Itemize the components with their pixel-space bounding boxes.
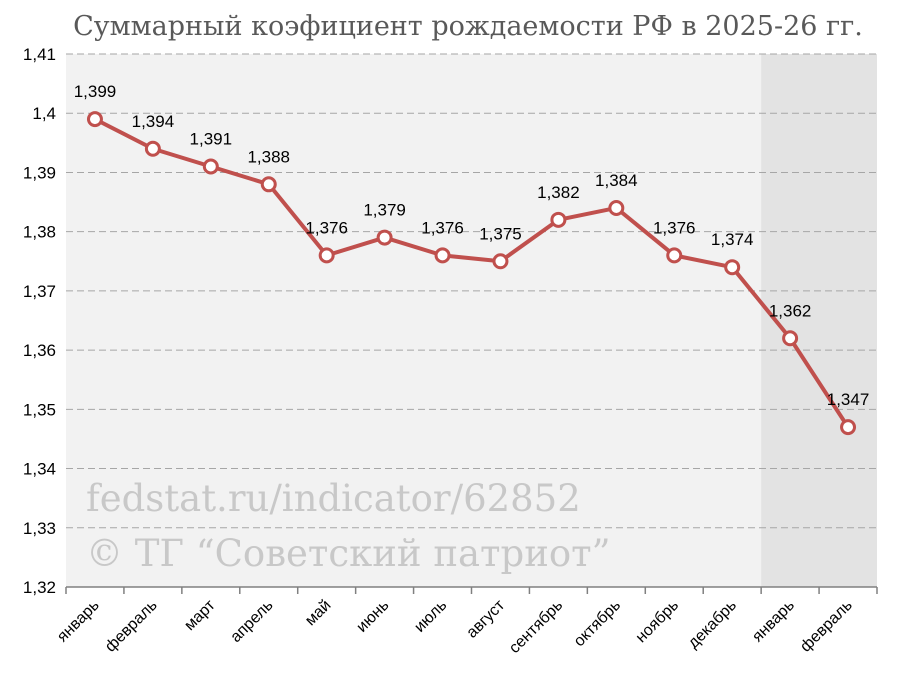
data-label: 1,382 [537,183,580,202]
data-point [782,330,799,347]
data-label: 1,376 [305,218,348,237]
data-label: 1,374 [711,230,754,249]
series [86,111,857,436]
data-point [202,158,219,175]
data-label: 1,362 [769,301,812,320]
x-tick-label: октябрь [571,597,624,650]
data-label: 1,388 [247,147,290,166]
x-tick-label: февраль [102,597,161,656]
x-tick-label: февраль [797,597,856,656]
plot-background [66,54,877,587]
shaded-region [761,54,877,587]
y-tick-label: 1,35 [23,400,56,419]
data-labels: 1,399 1,394 1,391 1,388 1,376 1,379 1,376 1,375… [74,82,870,409]
x-tick-label: сентябрь [506,597,566,657]
x-tick-labels: январь февраль март апрель май июнь июль август… [54,596,856,657]
data-point [86,111,103,128]
data-label: 1,384 [595,171,638,190]
gridlines [66,53,877,529]
data-label: 1,375 [479,224,522,243]
data-label: 1,376 [653,218,696,237]
data-label: 1,391 [190,130,233,149]
y-tick-label: 1,37 [23,282,56,301]
data-point [376,229,393,246]
data-label: 1,399 [74,82,117,101]
x-tick-label: июль [411,597,450,636]
data-point [434,247,451,264]
y-tick-label: 1,4 [32,104,56,123]
data-label: 1,347 [827,390,870,409]
data-point [724,259,741,276]
x-tick-label: март [181,596,219,634]
y-tick-label: 1,33 [23,519,56,538]
series-line [92,117,851,430]
x-tick-label: январь [749,597,798,646]
data-point [608,199,625,216]
data-point [318,247,335,264]
x-tick-label: май [302,597,334,629]
x-tick-label: ноябрь [633,597,682,646]
data-point [144,140,161,157]
x-axis [65,586,878,594]
chart-title: Суммарный коэфициент рождаемости РФ в 20… [73,11,863,42]
watermark-source: fedstat.ru/indicator/62852 [86,477,581,520]
x-tick-label: январь [54,597,103,646]
y-tick-label: 1,38 [23,223,56,242]
x-tick-label: апрель [227,597,276,646]
y-tick-label: 1,41 [23,45,56,64]
data-label: 1,379 [363,201,406,220]
x-tick-label: декабрь [685,597,740,652]
data-point [550,211,567,228]
plot-area [66,54,877,587]
y-tick-label: 1,34 [23,460,56,479]
y-tick-label: 1,39 [23,163,56,182]
data-point [840,419,857,436]
x-tick-label: июнь [353,597,392,636]
data-point [260,176,277,193]
watermark-copyright: © ТГ “Советский патриот” [86,532,611,575]
y-tick-label: 1,36 [23,341,56,360]
y-tick-label: 1,32 [23,578,56,597]
y-tick-labels: 1,32 1,33 1,34 1,35 1,36 1,37 1,38 1,39 1,4 1,41 [23,45,56,597]
data-label: 1,376 [421,218,464,237]
data-point [492,253,509,270]
data-point [666,247,683,264]
data-label: 1,394 [132,112,175,131]
x-tick-label: август [463,596,508,641]
